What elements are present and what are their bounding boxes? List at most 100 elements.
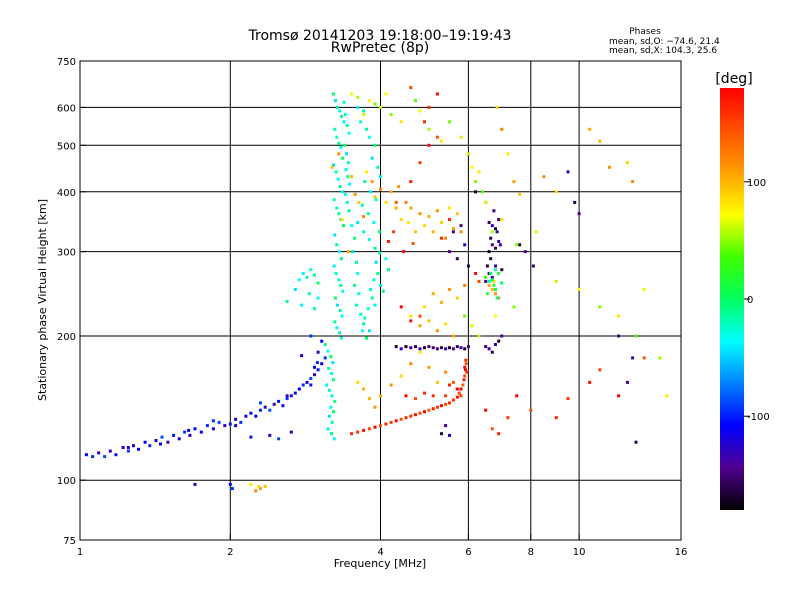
data-point: [336, 105, 339, 109]
data-point: [320, 339, 324, 343]
data-point: [384, 92, 388, 96]
data-point: [332, 264, 336, 268]
data-point: [518, 192, 522, 196]
data-point: [342, 120, 346, 124]
x-tick-label: 16: [675, 547, 688, 558]
x-axis: 1 2 4 6 8 10 16: [77, 534, 688, 558]
data-point: [497, 272, 501, 275]
data-point: [444, 370, 448, 374]
data-point: [598, 368, 602, 372]
data-point: [342, 100, 346, 104]
data-point: [301, 272, 305, 275]
data-point: [339, 114, 343, 118]
data-point: [338, 185, 342, 189]
stats-line-o: mean, sd,O: −74.6, 21.4: [609, 37, 720, 47]
data-point: [330, 394, 334, 398]
data-point: [487, 283, 491, 287]
data-point: [228, 482, 232, 486]
data-point: [566, 397, 570, 401]
data-point: [444, 394, 448, 398]
data-point: [327, 388, 331, 392]
data-point: [448, 401, 451, 405]
data-point: [455, 387, 459, 391]
data-point: [381, 289, 385, 293]
data-point: [367, 99, 371, 103]
y-tick-label: 600: [57, 103, 76, 114]
data-point: [277, 437, 281, 441]
data-point: [332, 92, 335, 96]
data-point: [263, 485, 267, 488]
data-point: [333, 127, 337, 131]
data-point: [435, 209, 439, 213]
data-point: [588, 127, 592, 131]
data-point: [341, 289, 345, 293]
data-point: [355, 260, 358, 264]
data-point: [387, 268, 390, 272]
data-point: [259, 487, 262, 491]
data-point: [394, 345, 398, 349]
data-point: [244, 414, 248, 418]
data-point: [465, 370, 469, 374]
data-point: [347, 131, 351, 135]
data-point: [114, 453, 118, 457]
data-point: [315, 361, 319, 365]
data-point: [341, 224, 345, 228]
data-point: [373, 405, 377, 409]
data-point: [379, 187, 382, 191]
data-point: [399, 374, 403, 378]
data-point: [497, 296, 501, 300]
data-point: [289, 430, 293, 434]
data-point: [642, 356, 646, 360]
data-point: [353, 236, 357, 240]
data-point: [463, 314, 467, 318]
data-point: [435, 347, 439, 351]
data-point: [500, 218, 504, 221]
data-point: [495, 230, 499, 234]
data-point: [327, 367, 331, 370]
data-point: [497, 432, 501, 436]
data-point: [451, 334, 455, 338]
data-point: [370, 156, 374, 160]
data-point: [484, 345, 488, 349]
data-point: [404, 394, 408, 398]
data-point: [470, 324, 474, 328]
data-point: [357, 200, 361, 204]
data-point: [414, 345, 417, 349]
data-point: [500, 127, 504, 131]
data-point: [492, 283, 496, 287]
data-point: [297, 387, 301, 391]
data-point: [337, 212, 341, 216]
data-point: [427, 127, 431, 131]
data-point: [323, 356, 327, 360]
data-point: [418, 350, 422, 354]
data-point: [353, 192, 357, 196]
data-point: [435, 92, 439, 96]
data-point: [259, 408, 262, 412]
data-point: [344, 168, 348, 172]
data-point: [343, 143, 347, 147]
data-point: [626, 380, 629, 384]
data-point: [497, 240, 501, 243]
data-point: [464, 368, 467, 372]
data-point: [326, 427, 330, 431]
data-point: [506, 416, 510, 420]
data-point: [642, 288, 646, 291]
data-point: [313, 307, 316, 311]
data-point: [320, 362, 324, 366]
data-point: [263, 405, 267, 409]
data-point: [362, 230, 366, 234]
data-point: [249, 411, 253, 415]
data-point: [389, 190, 393, 194]
data-point: [444, 402, 448, 406]
data-point: [427, 215, 431, 219]
data-point: [346, 175, 350, 179]
data-point: [332, 378, 335, 382]
data-point: [534, 230, 538, 234]
data-point: [423, 120, 426, 124]
data-point: [211, 419, 215, 423]
data-point: [387, 240, 390, 243]
data-point: [431, 346, 435, 350]
data-point: [427, 345, 431, 349]
data-point: [494, 268, 497, 272]
data-point: [477, 334, 481, 338]
